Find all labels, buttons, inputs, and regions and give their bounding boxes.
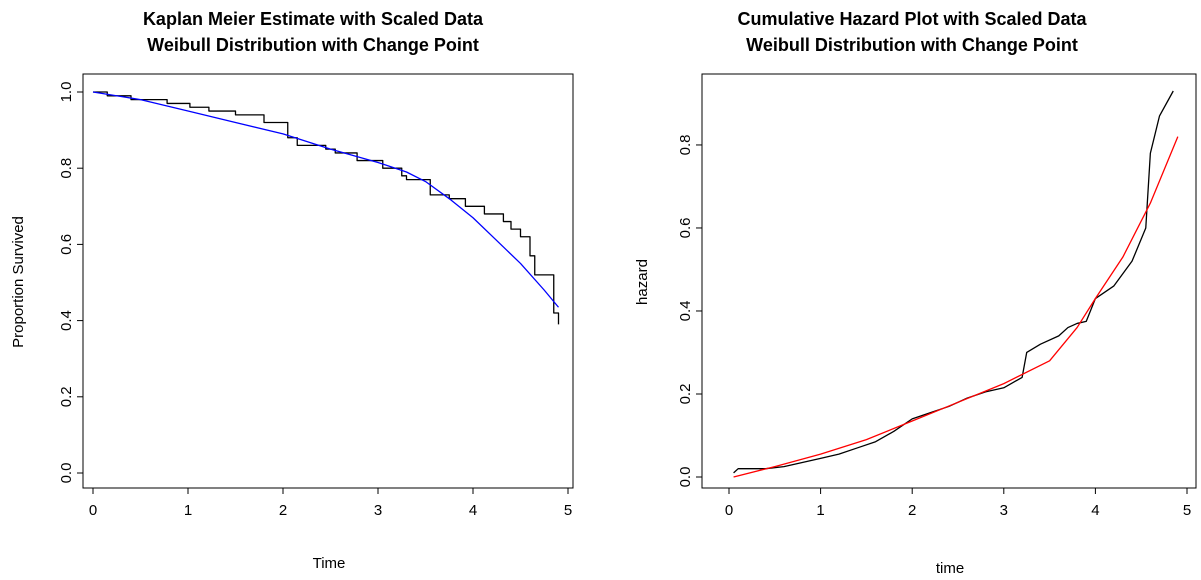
- series-line-2: [733, 136, 1179, 478]
- plot-frame: [701, 73, 1197, 489]
- y-tick-label: 0.8: [58, 158, 75, 179]
- y-tick-label: 0.0: [677, 467, 694, 488]
- chart-title-line-1: Cumulative Hazard Plot with Scaled Data: [737, 9, 1087, 29]
- x-tick-label: 5: [1183, 502, 1191, 519]
- x-tick-label: 2: [908, 502, 916, 519]
- y-tick-label: 0.0: [58, 463, 75, 484]
- y-axis-label: hazard: [634, 259, 651, 305]
- x-axis: 0 1 2 3 4 5: [725, 487, 1191, 519]
- series-line-1: [93, 91, 560, 325]
- y-tick-label: 0.8: [677, 135, 694, 156]
- x-tick-label: 5: [564, 502, 572, 519]
- y-tick-label: 0.6: [677, 218, 694, 239]
- series-layer: [733, 90, 1179, 478]
- y-axis-label: Proportion Survived: [10, 216, 27, 348]
- x-tick-label: 3: [1000, 502, 1008, 519]
- x-tick-label: 1: [816, 502, 824, 519]
- cumulative-hazard-panel: Cumulative Hazard Plot with Scaled Data …: [634, 9, 1197, 577]
- series-layer: [92, 91, 560, 325]
- x-tick-label: 4: [1091, 502, 1099, 519]
- x-tick-label: 1: [184, 502, 192, 519]
- y-axis: 0.0 0.2 0.4 0.6 0.8 1.0: [58, 82, 84, 484]
- y-tick-label: 0.6: [58, 234, 75, 255]
- chart-title-line-2: Weibull Distribution with Change Point: [147, 35, 479, 55]
- y-tick-label: 0.2: [58, 386, 75, 407]
- series-line-1: [733, 90, 1174, 474]
- x-tick-label: 2: [279, 502, 287, 519]
- x-axis: 0 1 2 3 4 5: [89, 487, 572, 519]
- y-tick-label: 1.0: [58, 82, 75, 103]
- chart-title-line-2: Weibull Distribution with Change Point: [746, 35, 1078, 55]
- x-tick-label: 0: [725, 502, 733, 519]
- kaplan-meier-panel: Kaplan Meier Estimate with Scaled Data W…: [10, 9, 574, 572]
- plot-frame: [82, 73, 574, 489]
- y-tick-label: 0.4: [58, 310, 75, 331]
- y-axis: 0.0 0.2 0.4 0.6 0.8: [677, 135, 703, 488]
- x-tick-label: 4: [469, 502, 477, 519]
- series-line-2: [92, 91, 559, 308]
- x-tick-label: 3: [374, 502, 382, 519]
- y-tick-label: 0.2: [677, 384, 694, 405]
- x-axis-label: time: [936, 560, 964, 577]
- y-tick-label: 0.4: [677, 301, 694, 322]
- x-axis-label: Time: [313, 555, 346, 572]
- x-tick-label: 0: [89, 502, 97, 519]
- chart-title-line-1: Kaplan Meier Estimate with Scaled Data: [143, 9, 484, 29]
